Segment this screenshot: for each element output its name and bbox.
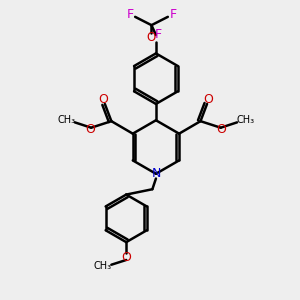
Text: N: N xyxy=(151,167,160,180)
Text: O: O xyxy=(216,123,226,136)
Text: O: O xyxy=(146,31,155,44)
Text: F: F xyxy=(169,8,176,21)
Text: O: O xyxy=(85,123,95,136)
Text: O: O xyxy=(121,251,131,264)
Text: F: F xyxy=(154,28,162,41)
Text: CH₃: CH₃ xyxy=(57,115,76,125)
Text: O: O xyxy=(98,93,108,106)
Text: F: F xyxy=(127,8,134,21)
Text: CH₃: CH₃ xyxy=(236,115,254,125)
Text: O: O xyxy=(204,93,214,106)
Text: CH₃: CH₃ xyxy=(93,261,112,271)
